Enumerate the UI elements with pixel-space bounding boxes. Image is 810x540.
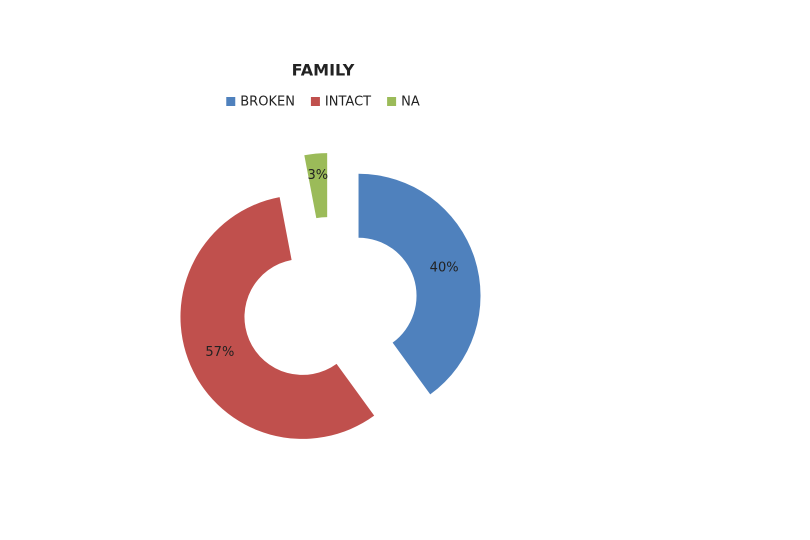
legend-label: INTACT: [325, 95, 371, 110]
donut-slice: [358, 173, 481, 395]
legend-label: NA: [401, 95, 420, 110]
legend-swatch: [310, 97, 320, 106]
donut-slice: [304, 153, 328, 219]
chart-title: FAMILY: [292, 61, 355, 80]
legend-swatch: [387, 97, 397, 106]
legend-swatch: [226, 97, 236, 106]
data-label: 3%: [307, 168, 328, 183]
donut-slice: [180, 197, 375, 439]
data-label: 57%: [205, 345, 234, 360]
legend-label: BROKEN: [240, 95, 295, 110]
data-label: 40%: [430, 260, 459, 275]
